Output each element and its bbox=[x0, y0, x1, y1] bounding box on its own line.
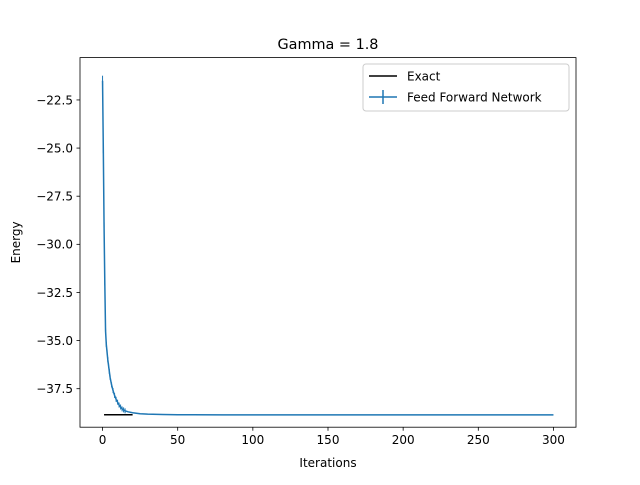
y-tick-label: −30.0 bbox=[36, 238, 73, 252]
x-tick-label: 300 bbox=[542, 433, 565, 447]
y-tick-label: −37.5 bbox=[36, 382, 73, 396]
x-tick-label: 100 bbox=[241, 433, 264, 447]
legend: Exact Feed Forward Network bbox=[362, 63, 570, 112]
series-layer bbox=[101, 75, 554, 416]
plot-area bbox=[80, 57, 576, 428]
legend-label-exact: Exact bbox=[407, 70, 441, 84]
y-tick-label: −25.0 bbox=[36, 141, 73, 155]
x-tick-label: 200 bbox=[392, 433, 415, 447]
y-tick-label: −32.5 bbox=[36, 286, 73, 300]
x-tick-label: 50 bbox=[170, 433, 185, 447]
legend-box bbox=[362, 63, 570, 112]
chart-title: Gamma = 1.8 bbox=[278, 37, 379, 53]
y-axis-label: Energy bbox=[9, 221, 23, 263]
x-tick-label: 0 bbox=[99, 433, 107, 447]
y-axis-ticks: −22.5 −25.0 −27.5 −30.0 −32.5 −35.0 −37.5 bbox=[36, 93, 80, 396]
x-axis-label: Iterations bbox=[299, 456, 356, 470]
x-tick-label: 250 bbox=[467, 433, 490, 447]
legend-label-ffn: Feed Forward Network bbox=[407, 91, 542, 105]
x-tick-label: 150 bbox=[317, 433, 340, 447]
y-tick-label: −35.0 bbox=[36, 334, 73, 348]
x-axis-ticks: 0 50 100 150 200 250 300 bbox=[99, 427, 565, 447]
y-tick-label: −27.5 bbox=[36, 190, 73, 204]
y-tick-label: −22.5 bbox=[36, 93, 73, 107]
